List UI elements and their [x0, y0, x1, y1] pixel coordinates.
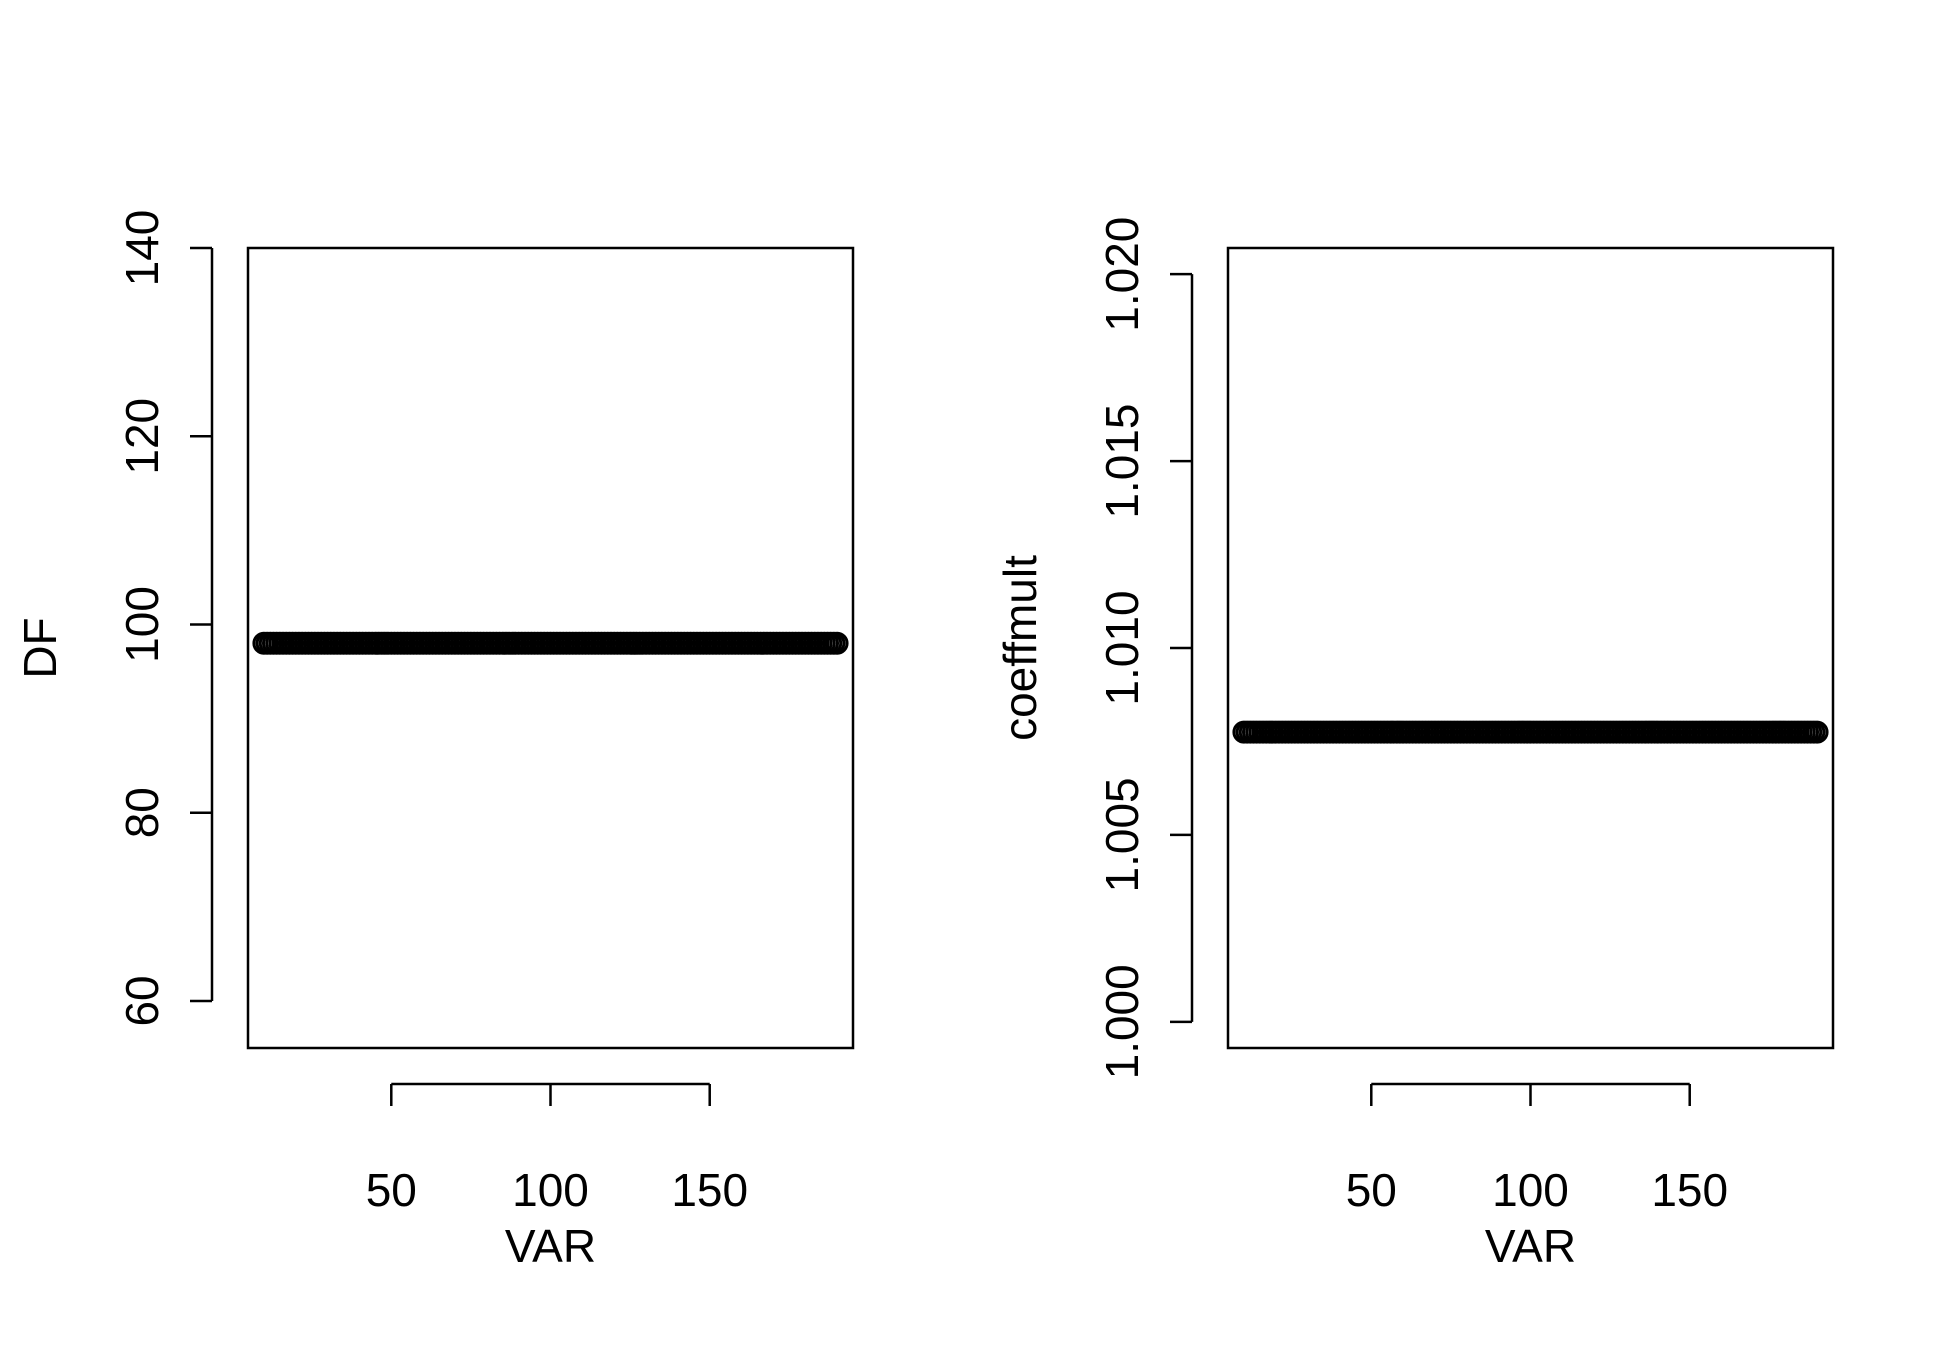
plot-frame — [1226, 246, 1835, 1050]
y-tick-label: 1.020 — [1096, 217, 1148, 332]
y-tick-label: 60 — [116, 975, 168, 1026]
chart-panel-coeffmult: 50 100 150 1.000 1.005 1.010 1.015 1.020 VAR coef… — [994, 217, 1835, 1272]
data-series — [1232, 720, 1829, 744]
x-axis-title: VAR — [1485, 1220, 1576, 1272]
y-tick-label: 140 — [116, 210, 168, 287]
x-tick-label: 50 — [1346, 1164, 1397, 1216]
y-tick-label: 80 — [116, 787, 168, 838]
plot-frame — [246, 246, 855, 1050]
y-tick-label: 1.000 — [1096, 964, 1148, 1079]
y-tick-label: 1.010 — [1096, 590, 1148, 705]
data-point — [1805, 720, 1829, 744]
chart-panel-df: 50 100 150 60 80 100 120 140 VAR DF — [14, 210, 855, 1272]
x-axis-title: VAR — [505, 1220, 596, 1272]
y-axis-title: coeffmult — [994, 555, 1046, 741]
y-axis-title: DF — [14, 617, 66, 678]
y-tick-label: 1.015 — [1096, 404, 1148, 519]
data-point — [825, 631, 849, 655]
x-tick-label: 100 — [512, 1164, 589, 1216]
x-tick-label: 150 — [1651, 1164, 1728, 1216]
y-tick-label: 120 — [116, 398, 168, 475]
y-tick-label: 1.005 — [1096, 777, 1148, 892]
y-tick-label: 100 — [116, 586, 168, 663]
x-tick-label: 150 — [671, 1164, 748, 1216]
x-tick-label: 100 — [1492, 1164, 1569, 1216]
x-tick-label: 50 — [366, 1164, 417, 1216]
data-series — [252, 631, 849, 655]
